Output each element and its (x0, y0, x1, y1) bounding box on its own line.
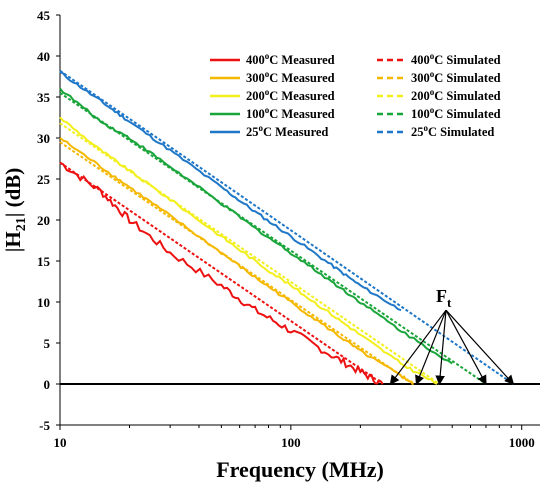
y-tick-label: 45 (37, 8, 51, 23)
ft-arrow (415, 309, 447, 386)
ft-annotation: Ft (389, 286, 515, 386)
series-line-simulated (59, 161, 384, 385)
y-tick-label: 25 (37, 172, 51, 187)
legend-label: 400oC Measured (246, 51, 335, 67)
y-tick-label: -5 (39, 418, 50, 433)
y-tick-label: 40 (37, 49, 50, 64)
y-tick-label: 5 (44, 336, 51, 351)
legend-label: 25oC Measured (246, 123, 328, 139)
y-tick-label: 35 (37, 90, 51, 105)
legend: 400oC Measured 300oC Measured 200oC Measur… (210, 51, 501, 139)
series-line-simulated (59, 122, 440, 385)
legend-label: 100oC Simulated (411, 105, 501, 121)
series-line-simulated (59, 141, 415, 385)
ft-arrow (435, 310, 447, 386)
ft-label: Ft (436, 286, 452, 310)
series-line-simulated (59, 69, 514, 385)
series-line-measured (59, 161, 384, 385)
legend-label: 200oC Simulated (411, 87, 501, 103)
y-tick-label: 15 (37, 254, 51, 269)
y-axis-label: |H21| (dB) (1, 168, 29, 253)
series-line-measured (59, 71, 402, 312)
x-axis-label: Frequency (MHz) (216, 457, 384, 482)
legend-label: 300oC Simulated (411, 69, 501, 85)
ft-arrow (445, 309, 515, 385)
y-tick-label: 10 (37, 295, 50, 310)
legend-label: 100oC Measured (246, 105, 335, 121)
y-tick-label: 20 (37, 213, 50, 228)
legend-label: 200oC Measured (246, 87, 335, 103)
x-tick-label: 1000 (509, 435, 535, 450)
y-axis: -5 0 5 10 15 20 25 30 35 40 45 (37, 8, 60, 433)
series-layer (59, 69, 514, 385)
series-line-measured (59, 87, 453, 365)
series-line-simulated (59, 92, 487, 385)
x-axis: 10 100 1000 (54, 425, 535, 450)
ft-arrow (389, 309, 447, 385)
y-tick-label: 0 (44, 377, 51, 392)
x-tick-label: 10 (54, 435, 67, 450)
legend-label: 300oC Measured (246, 69, 335, 85)
y-tick-label: 30 (37, 131, 50, 146)
legend-label: 400oC Simulated (411, 51, 501, 67)
legend-label: 25oC Simulated (411, 123, 494, 139)
series-line-measured (59, 116, 438, 385)
ft-arrow (445, 309, 487, 386)
x-tick-label: 100 (281, 435, 301, 450)
